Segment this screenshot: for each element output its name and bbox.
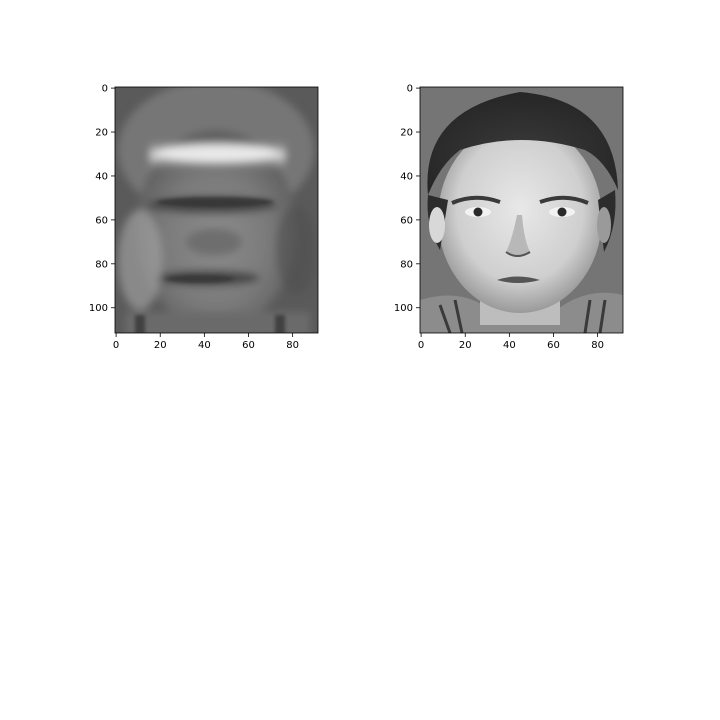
left-xtick-label: 80 — [286, 340, 299, 351]
left-ytick-label: 100 — [89, 303, 108, 314]
right-ytick-label: 100 — [394, 303, 413, 314]
left-ytick-label: 60 — [95, 215, 108, 226]
left-xtick-label: 20 — [154, 340, 167, 351]
left-x-axis: 0 20 40 60 80 — [113, 333, 299, 351]
right-ytick-label: 60 — [400, 215, 413, 226]
left-xtick-label: 60 — [242, 340, 255, 351]
left-ytick-label: 40 — [95, 171, 108, 182]
right-ytick-label: 20 — [400, 128, 413, 139]
right-image — [420, 87, 623, 333]
left-ytick-label: 80 — [95, 259, 108, 270]
right-xtick-label: 60 — [547, 340, 560, 351]
left-xtick-label: 40 — [198, 340, 211, 351]
right-xtick-label: 40 — [503, 340, 516, 351]
left-xtick-label: 0 — [113, 340, 119, 351]
right-ytick-label: 40 — [400, 171, 413, 182]
right-panel: 0 20 40 60 80 100 0 20 40 60 80 — [394, 84, 623, 351]
right-ytick-label: 80 — [400, 259, 413, 270]
right-xtick-label: 0 — [418, 340, 424, 351]
left-ytick-label: 0 — [102, 84, 108, 95]
right-xtick-label: 20 — [459, 340, 472, 351]
left-ytick-label: 20 — [95, 128, 108, 139]
right-ytick-label: 0 — [407, 84, 413, 95]
left-panel: 0 20 40 60 80 100 0 20 40 60 80 — [89, 80, 318, 351]
left-y-axis: 0 20 40 60 80 100 — [89, 84, 115, 315]
right-xtick-label: 80 — [591, 340, 604, 351]
left-image — [115, 80, 318, 337]
right-y-axis: 0 20 40 60 80 100 — [394, 84, 420, 315]
right-x-axis: 0 20 40 60 80 — [418, 333, 604, 351]
